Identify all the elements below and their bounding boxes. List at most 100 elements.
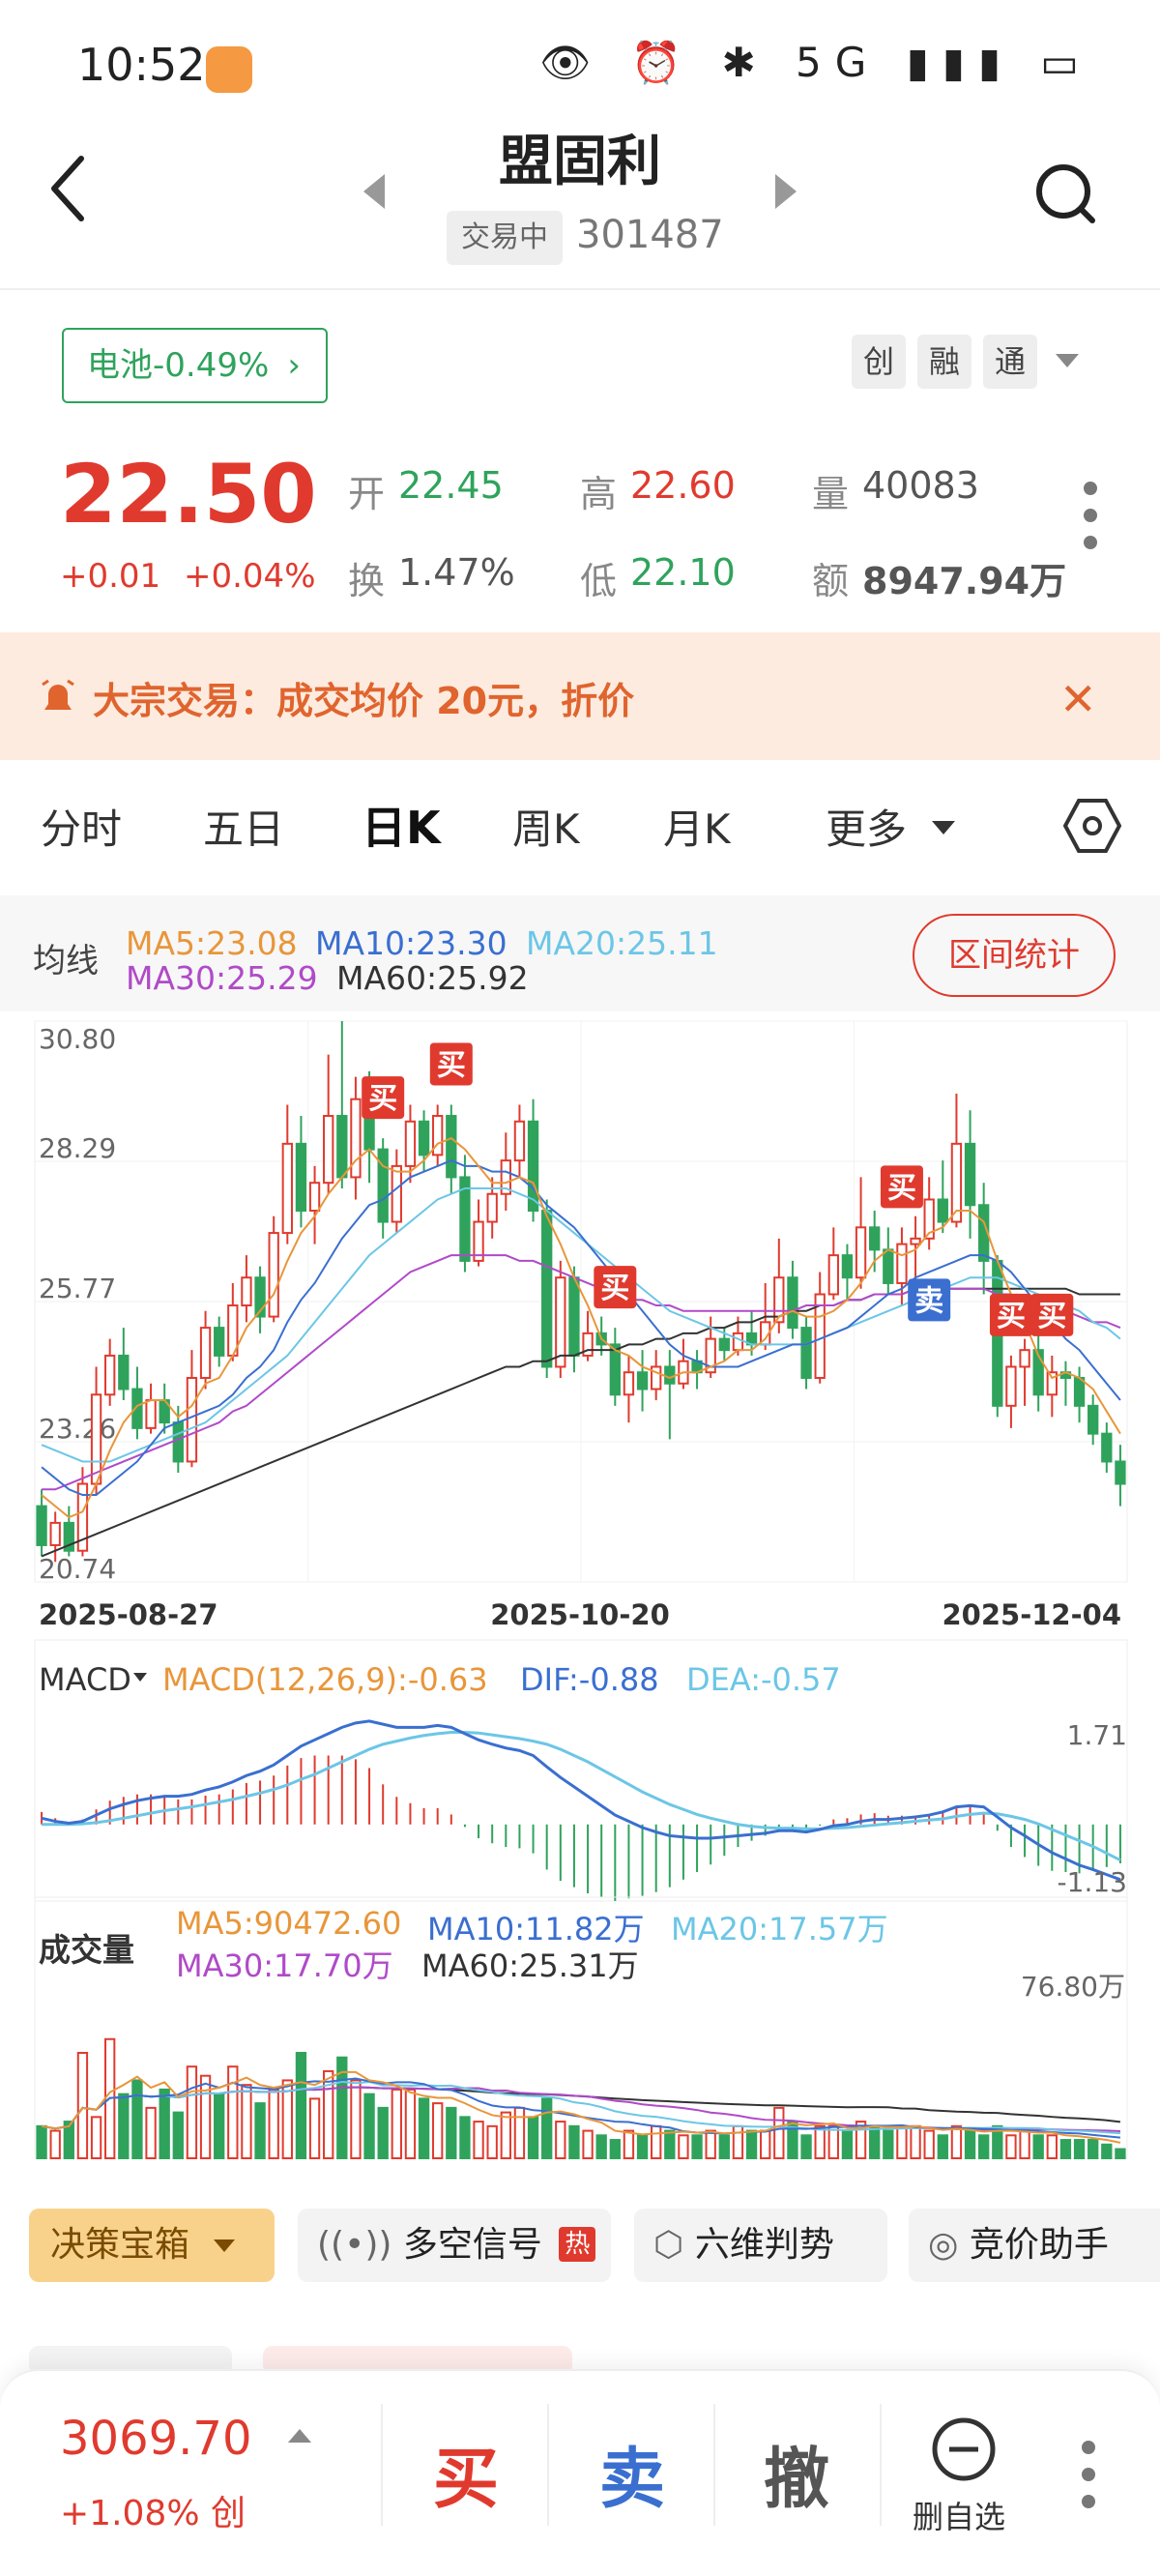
volume-bar bbox=[869, 2124, 881, 2159]
candle-body bbox=[391, 1164, 402, 1223]
close-icon[interactable]: ✕ bbox=[1059, 673, 1097, 725]
sell-button[interactable]: 卖 bbox=[599, 2442, 666, 2518]
remove-watchlist-label[interactable]: 删自选 bbox=[913, 2499, 1006, 2535]
remove-watchlist-icon[interactable] bbox=[930, 2415, 998, 2487]
volume-bar bbox=[814, 2124, 826, 2159]
chevron-down-icon[interactable] bbox=[932, 821, 955, 834]
tab-intraday[interactable]: 分时 bbox=[41, 805, 123, 853]
tags-dropdown-icon[interactable] bbox=[1056, 354, 1079, 367]
y-tick-label: 25.77 bbox=[39, 1273, 116, 1304]
bottom-trade-bar bbox=[0, 2369, 1160, 2576]
dea-line bbox=[42, 1731, 1121, 1862]
macd-dropdown-icon[interactable] bbox=[133, 1673, 147, 1682]
six-dim-label: 六维判势 bbox=[694, 2225, 834, 2265]
price-change: +0.01 bbox=[60, 557, 161, 596]
buy-signal bbox=[594, 1266, 637, 1309]
volume-bar bbox=[131, 2079, 143, 2160]
candle-body bbox=[1115, 1460, 1126, 1485]
signal-label: 买 bbox=[887, 1171, 916, 1205]
more-icon[interactable] bbox=[1079, 2441, 1098, 2510]
volume-bar bbox=[1005, 2134, 1017, 2160]
amount-value: 8947.94万 bbox=[862, 560, 1067, 602]
signal-label: 买 bbox=[997, 1300, 1026, 1333]
chevron-up-icon[interactable] bbox=[288, 2429, 311, 2443]
buy-signal bbox=[362, 1076, 405, 1120]
buy-signal bbox=[989, 1293, 1032, 1336]
index-tag: 创 bbox=[210, 2494, 246, 2533]
volume-bar bbox=[978, 2134, 990, 2160]
volume-bar bbox=[664, 2129, 676, 2159]
volume-bar bbox=[800, 2134, 812, 2160]
candle-body bbox=[377, 1148, 389, 1223]
x-tick-label: 2025-10-20 bbox=[490, 1598, 670, 1631]
candle-body bbox=[609, 1343, 621, 1396]
tab-monthly-k[interactable]: 月K bbox=[663, 805, 731, 853]
dif-line bbox=[41, 1719, 1121, 1882]
hot-badge: 热 bbox=[559, 2227, 596, 2262]
sector-button[interactable]: 电池-0.49% › bbox=[62, 328, 328, 403]
volume-bar bbox=[541, 2097, 553, 2159]
chart-area[interactable]: 30.8028.2925.7723.2620.74买买买买卖买买2025-08-… bbox=[0, 1011, 1160, 2162]
next-stock-icon[interactable] bbox=[771, 170, 800, 213]
more-options-icon[interactable] bbox=[1081, 482, 1100, 551]
candle-body bbox=[446, 1115, 457, 1179]
sector-label: 电池-0.49% bbox=[87, 346, 270, 385]
candle-body bbox=[923, 1198, 935, 1240]
back-icon[interactable] bbox=[48, 155, 106, 232]
candle-body bbox=[527, 1120, 539, 1213]
search-icon[interactable] bbox=[1032, 161, 1100, 228]
auction-helper-button[interactable]: ◎ 竞价助手 bbox=[909, 2209, 1160, 2282]
candle-body bbox=[568, 1276, 580, 1357]
cancel-order-button[interactable]: 撤 bbox=[764, 2442, 830, 2518]
range-stats-button[interactable]: 区间统计 bbox=[913, 914, 1116, 997]
decision-box-button[interactable]: 决策宝箱 bbox=[29, 2209, 275, 2282]
volume-bar bbox=[950, 2124, 963, 2159]
candle-body bbox=[145, 1399, 157, 1429]
volume-bar bbox=[241, 2084, 252, 2159]
separator bbox=[381, 2404, 383, 2526]
six-dim-button[interactable]: ⬡ 六维判势 bbox=[634, 2209, 887, 2282]
candle-body bbox=[486, 1192, 498, 1223]
buy-signal bbox=[429, 1042, 473, 1086]
prev-stock-icon[interactable] bbox=[360, 170, 389, 213]
index-value[interactable]: 3069.70 bbox=[60, 2412, 252, 2466]
volume-bar bbox=[63, 2121, 74, 2160]
tag-chuang: 创 bbox=[852, 335, 906, 389]
signal-button[interactable]: ((•)) 多空信号 热 bbox=[298, 2209, 611, 2282]
volume-bar bbox=[404, 2088, 417, 2159]
volume-value: 40083 bbox=[862, 464, 979, 507]
volume-bar bbox=[295, 2051, 307, 2160]
tab-weekly-k[interactable]: 周K bbox=[512, 805, 580, 853]
signal-icon: ((•)) bbox=[317, 2225, 392, 2265]
candle-body bbox=[855, 1226, 867, 1279]
macd-chart: 1.71 -1.13 bbox=[34, 1639, 1128, 1902]
candle-body bbox=[241, 1276, 252, 1307]
block-trade-banner[interactable] bbox=[0, 632, 1160, 760]
candle-body bbox=[1073, 1376, 1086, 1407]
chevron-down-icon bbox=[214, 2239, 236, 2252]
volume-bar bbox=[745, 2129, 758, 2159]
vol-ma30-value: MA30:17.70万 bbox=[176, 1947, 393, 1984]
macd-label[interactable]: MACD bbox=[39, 1661, 131, 1698]
candle-body bbox=[350, 1098, 362, 1179]
tab-more[interactable]: 更多 bbox=[826, 805, 908, 853]
tab-five-day[interactable]: 五日 bbox=[203, 805, 285, 853]
volume-bar bbox=[527, 2116, 539, 2159]
signal-label: 买 bbox=[1037, 1300, 1066, 1333]
tab-daily-k[interactable]: 日K bbox=[362, 802, 441, 854]
candle-body bbox=[705, 1337, 716, 1374]
ma10-value: MA10:23.30 bbox=[315, 924, 508, 962]
buy-button[interactable]: 买 bbox=[433, 2442, 500, 2518]
candle-body bbox=[883, 1248, 894, 1284]
amount-label: 额 bbox=[812, 560, 850, 602]
separator bbox=[880, 2404, 882, 2526]
ma60-value: MA60:25.92 bbox=[336, 959, 529, 997]
volume-bar bbox=[964, 2129, 976, 2159]
candle-body bbox=[214, 1327, 225, 1357]
volume-bar bbox=[227, 2065, 239, 2160]
volume-bar bbox=[595, 2134, 607, 2160]
volume-bar bbox=[691, 2134, 703, 2160]
settings-icon[interactable] bbox=[1062, 797, 1122, 855]
volume-bar bbox=[145, 2106, 157, 2160]
candle-body bbox=[199, 1327, 212, 1379]
